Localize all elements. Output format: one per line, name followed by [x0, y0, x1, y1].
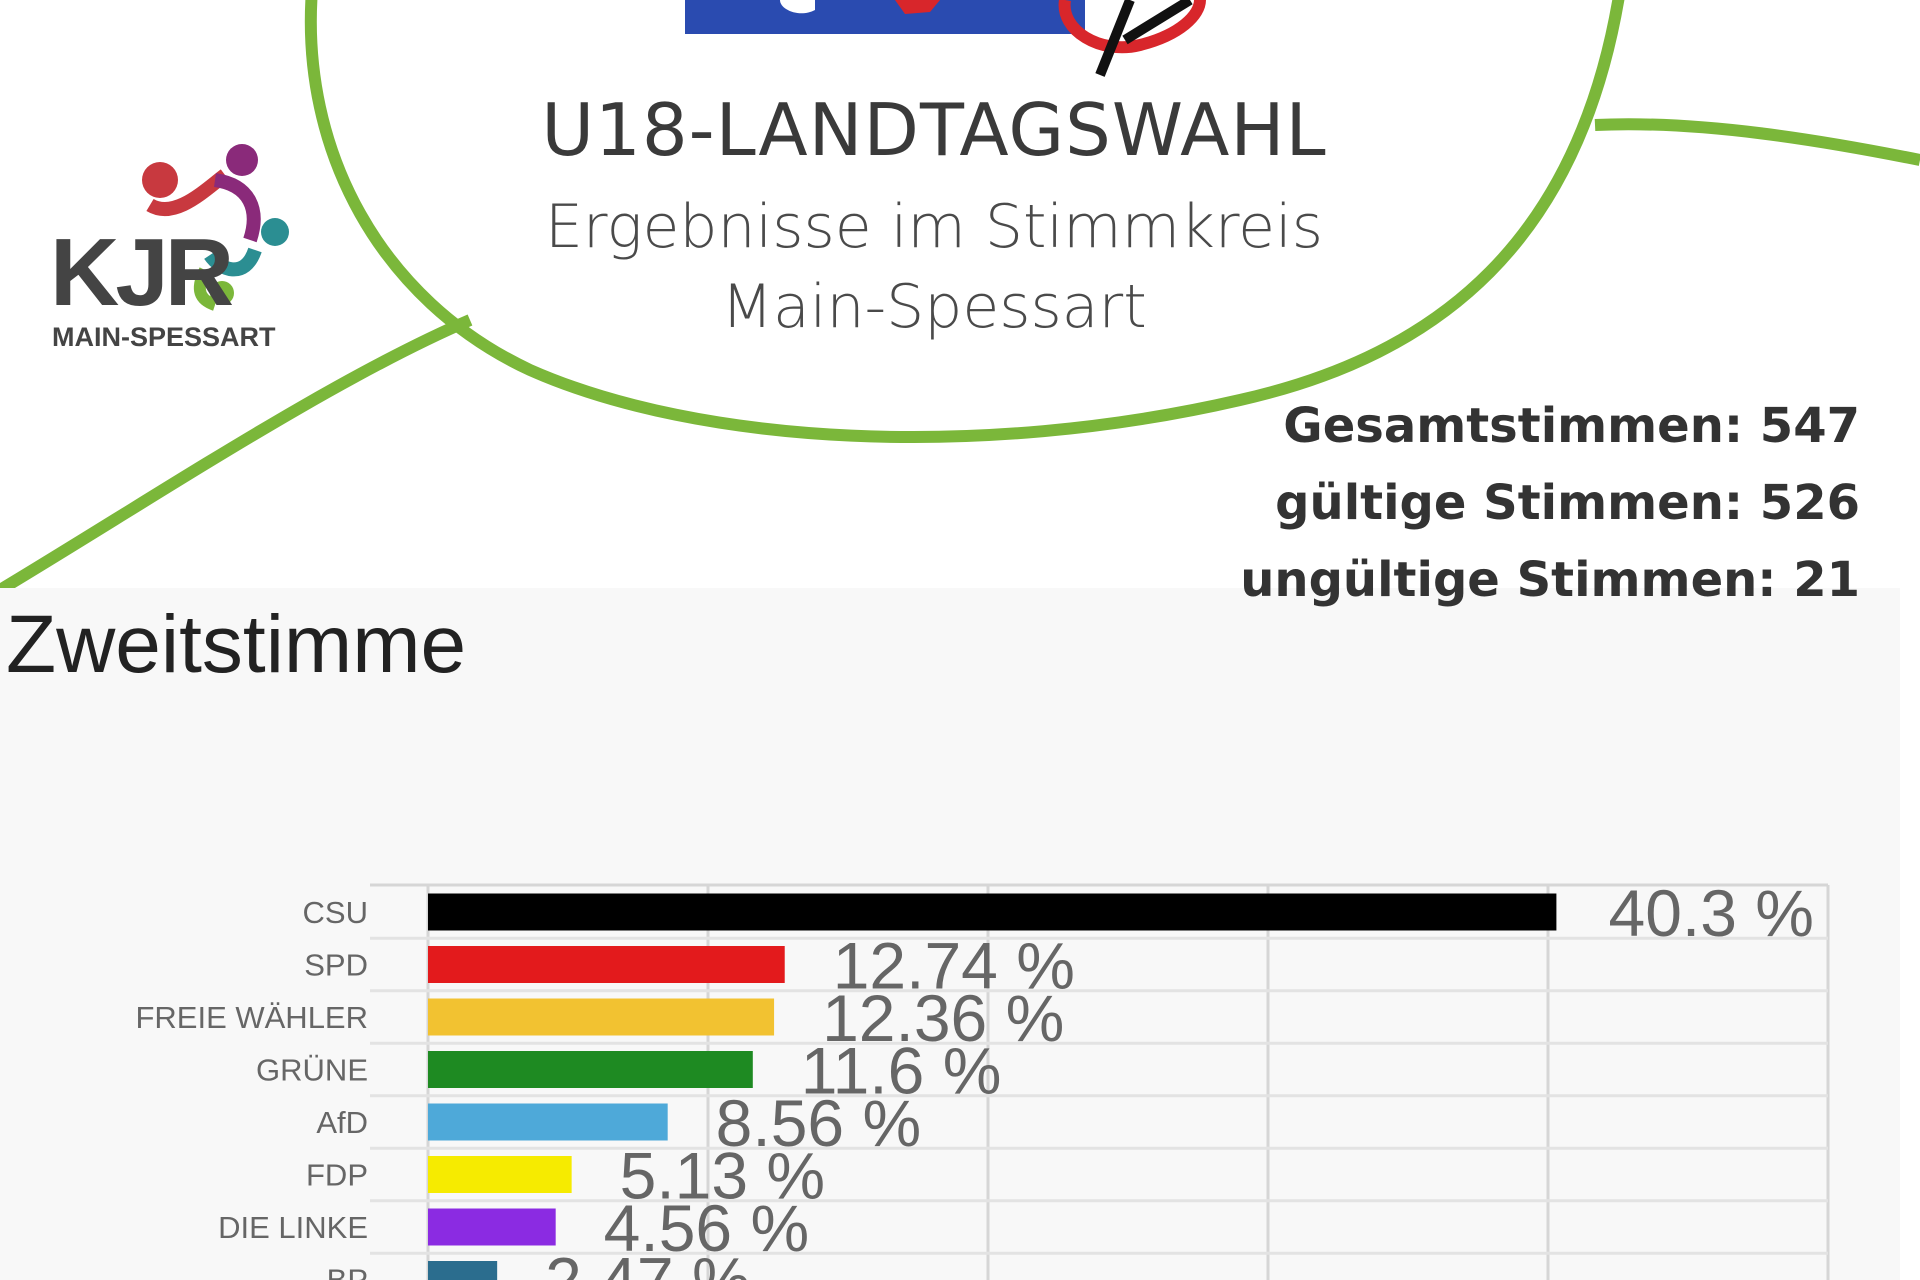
category-label: CSU	[303, 895, 368, 930]
page-title: U18-LANDTAGSWAHL	[541, 88, 1327, 172]
bar-3	[428, 1051, 753, 1088]
value-label: 12.74 %	[833, 929, 1075, 1003]
bar-1	[428, 946, 785, 983]
category-label: BP	[327, 1263, 368, 1280]
speech-bubble-outline	[304, 0, 1625, 443]
page-subtitle-line2: Main-Spessart	[721, 272, 1147, 342]
category-label: SPD	[304, 948, 368, 983]
banner-graphic	[685, 0, 1206, 77]
value-label: 40.3 %	[1609, 876, 1814, 950]
kjr-logo-text: KJR	[50, 219, 234, 326]
bar-2	[428, 998, 775, 1036]
category-label: GRÜNE	[256, 1053, 368, 1088]
category-label: FDP	[306, 1158, 368, 1193]
bubble-tail-left	[0, 314, 473, 596]
category-label: FREIE WÄHLER	[135, 1000, 368, 1035]
kjr-logo-figures	[142, 144, 289, 311]
chart-panel	[0, 588, 1900, 1280]
bar-4	[428, 1103, 668, 1141]
category-label: DIE LINKE	[218, 1210, 368, 1245]
category-label: AfD	[316, 1105, 368, 1140]
bar-0	[428, 893, 1557, 931]
value-label: 5.13 %	[620, 1139, 825, 1213]
bar-7	[428, 1261, 498, 1280]
chart-title: Zweitstimme	[6, 599, 467, 690]
value-label: 2.47 %	[545, 1244, 750, 1280]
value-label: 11.6 %	[801, 1034, 1002, 1108]
invalid-votes: ungültige Stimmen: 21	[1240, 552, 1860, 608]
kjr-logo-region: MAIN-SPESSART	[52, 322, 276, 352]
value-label: 12.36 %	[822, 981, 1064, 1055]
valid-votes: gültige Stimmen: 526	[1275, 475, 1860, 531]
bar-6	[428, 1208, 556, 1246]
page-subtitle-line1: Ergebnisse im Stimmkreis	[544, 192, 1324, 262]
value-label: 4.56 %	[604, 1191, 809, 1265]
bar-5	[428, 1156, 572, 1193]
total-votes: Gesamtstimmen: 547	[1283, 398, 1860, 454]
value-label: 8.56 %	[716, 1086, 921, 1160]
bubble-tail-right	[1594, 118, 1920, 166]
